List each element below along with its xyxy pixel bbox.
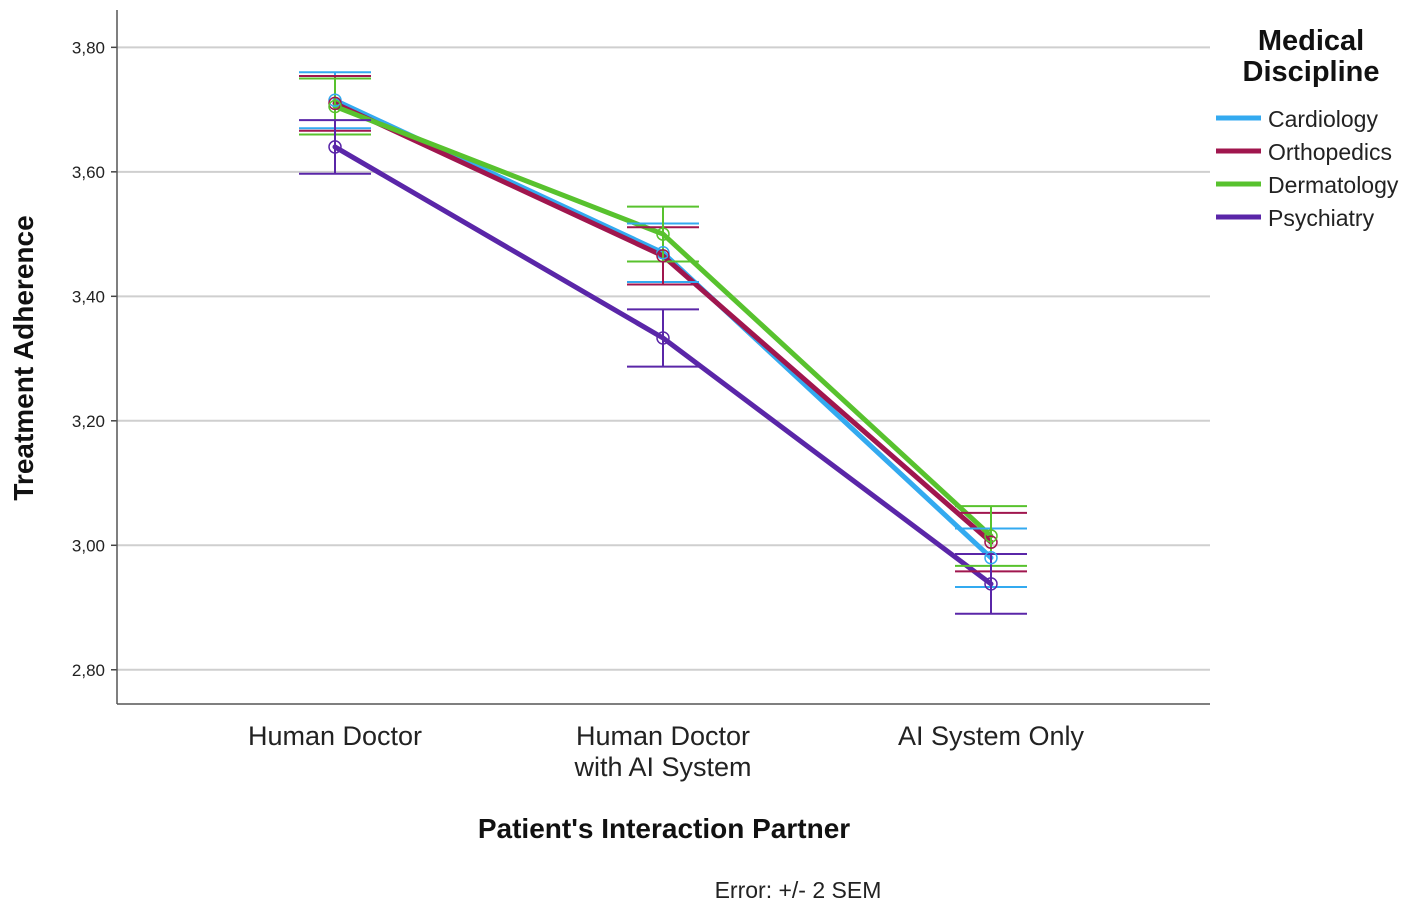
x-category-label: AI System Only — [898, 721, 1085, 751]
x-axis-title: Patient's Interaction Partner — [478, 813, 850, 844]
data-point — [984, 529, 998, 543]
y-axis-title: Treatment Adherence — [8, 215, 39, 500]
data-point — [984, 535, 998, 549]
axes — [111, 10, 1210, 705]
y-tick-label: 3,60 — [72, 163, 105, 182]
data-point — [656, 331, 670, 345]
data-point — [656, 249, 670, 263]
legend-title-line-1: Medical — [1258, 25, 1364, 57]
data-point — [656, 245, 670, 260]
error-note: Error: +/- 2 SEM — [715, 877, 882, 903]
y-tick-label: 3,00 — [72, 536, 105, 555]
data-point — [984, 577, 998, 591]
legend-label-psychiatry: Psychiatry — [1268, 205, 1375, 231]
axis-labels: 2,80 3,00 3,20 3,40 3,60 3,80 Human Doctor Huma… — [72, 38, 1085, 782]
data-point — [656, 227, 670, 241]
x-category-label: Human Doctor with AI System — [573, 721, 751, 782]
error-bars — [299, 71, 1027, 615]
y-tick-label: 2,80 — [72, 661, 105, 680]
x-category-label: Human Doctor — [248, 721, 422, 751]
data-point — [328, 93, 342, 108]
gridlines — [117, 46, 1210, 671]
legend-label-dermatology: Dermatology — [1268, 172, 1399, 198]
legend-label-cardiology: Cardiology — [1268, 106, 1378, 132]
data-point — [984, 550, 998, 565]
legend-label-orthopedics: Orthopedics — [1268, 139, 1392, 165]
legend-title-line-2: Discipline — [1243, 56, 1380, 88]
data-point — [328, 99, 342, 114]
y-tick-label: 3,40 — [72, 287, 105, 306]
data-point — [328, 96, 342, 111]
point-markers — [328, 93, 998, 591]
data-point — [328, 140, 342, 154]
legend: Medical Discipline Cardiology Orthopedics… — [1216, 25, 1399, 231]
y-tick-label: 3,20 — [72, 412, 105, 431]
y-tick-label: 3,80 — [72, 38, 105, 57]
